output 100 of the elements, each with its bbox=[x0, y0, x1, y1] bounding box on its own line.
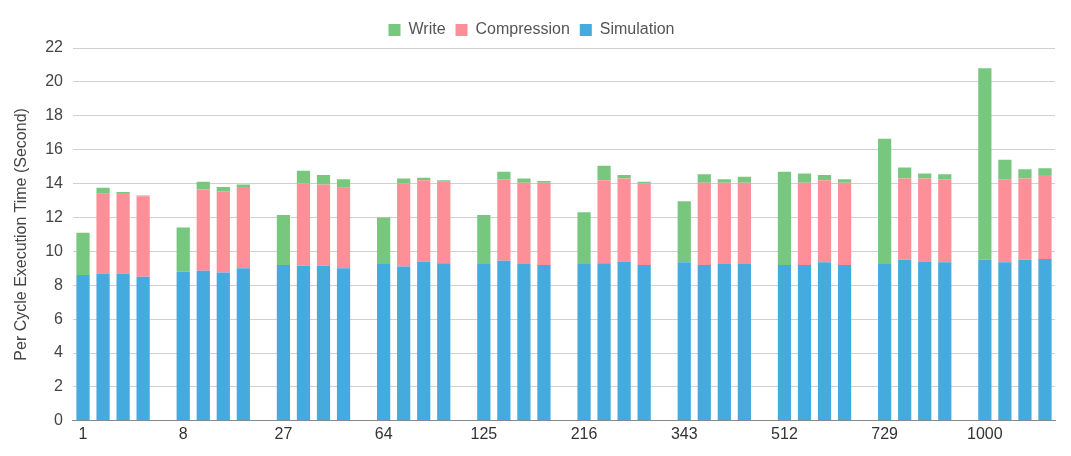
x-tick-label: 343 bbox=[670, 424, 698, 442]
bar bbox=[196, 270, 210, 421]
bar bbox=[737, 176, 751, 183]
bar bbox=[597, 165, 611, 181]
bar bbox=[837, 179, 852, 183]
bar bbox=[537, 182, 551, 265]
bar bbox=[717, 179, 731, 183]
bar bbox=[797, 264, 812, 421]
y-tick-label: 0 bbox=[54, 411, 64, 429]
bar bbox=[697, 264, 711, 421]
bar bbox=[116, 273, 130, 421]
bar bbox=[577, 263, 591, 421]
bar bbox=[397, 266, 411, 421]
y-tick-label: 16 bbox=[45, 140, 64, 158]
bar bbox=[236, 268, 250, 421]
y-tick-label: 20 bbox=[45, 72, 64, 90]
bar bbox=[336, 179, 351, 188]
bar bbox=[1018, 178, 1032, 260]
x-tick-label: 27 bbox=[274, 424, 293, 442]
bar bbox=[517, 264, 531, 421]
bar bbox=[216, 191, 230, 273]
bar bbox=[296, 265, 311, 421]
bar bbox=[797, 182, 812, 265]
bar bbox=[998, 179, 1012, 263]
y-tick-label: 14 bbox=[45, 173, 64, 191]
bar bbox=[837, 182, 852, 265]
bar bbox=[637, 264, 651, 421]
bar bbox=[96, 193, 110, 274]
bar bbox=[116, 192, 130, 274]
x-tick-label: 64 bbox=[374, 424, 393, 442]
bar bbox=[216, 272, 230, 421]
bar bbox=[136, 276, 150, 421]
bar bbox=[737, 182, 751, 265]
bar bbox=[817, 175, 832, 181]
bar bbox=[617, 261, 631, 421]
bar bbox=[677, 262, 691, 421]
bar bbox=[437, 263, 451, 421]
bar bbox=[296, 183, 311, 266]
bar bbox=[938, 174, 952, 180]
bar bbox=[336, 268, 351, 421]
bar bbox=[1018, 259, 1032, 421]
bar bbox=[497, 260, 511, 421]
bar bbox=[697, 182, 711, 265]
bar bbox=[918, 261, 932, 421]
bar bbox=[397, 183, 411, 267]
x-tick-label: 1000 bbox=[967, 424, 1003, 442]
bar bbox=[777, 264, 792, 421]
bar bbox=[96, 187, 110, 194]
x-tick-label: 512 bbox=[771, 424, 798, 442]
bar bbox=[998, 159, 1012, 180]
y-tick-label: 22 bbox=[45, 38, 64, 56]
bar bbox=[316, 184, 331, 266]
bar bbox=[196, 181, 210, 190]
bar bbox=[938, 179, 952, 263]
bar bbox=[336, 187, 351, 269]
bar bbox=[136, 196, 150, 277]
bar bbox=[196, 189, 210, 271]
bar bbox=[497, 179, 511, 261]
bar bbox=[898, 178, 912, 260]
bar bbox=[296, 170, 311, 184]
bar bbox=[236, 184, 250, 187]
bar bbox=[316, 175, 331, 185]
legend-label: Compression bbox=[475, 20, 570, 38]
bar bbox=[677, 201, 691, 263]
bar bbox=[176, 271, 190, 421]
bar bbox=[978, 259, 992, 421]
x-tick-label: 1 bbox=[78, 424, 88, 442]
bar bbox=[537, 264, 551, 421]
bar bbox=[477, 263, 491, 421]
y-tick-label: 12 bbox=[45, 207, 64, 225]
bar bbox=[597, 180, 611, 264]
bar bbox=[777, 171, 792, 265]
bar bbox=[938, 262, 952, 421]
bar bbox=[276, 264, 291, 421]
bar bbox=[517, 182, 531, 265]
bar bbox=[96, 273, 110, 421]
bar bbox=[1038, 258, 1052, 421]
y-tick-label: 2 bbox=[54, 377, 64, 395]
bar bbox=[276, 214, 291, 265]
bar bbox=[617, 178, 631, 262]
y-tick-label: 10 bbox=[45, 241, 64, 259]
bar bbox=[517, 178, 531, 183]
bar bbox=[76, 232, 90, 276]
bar bbox=[837, 264, 852, 421]
x-tick-label: 8 bbox=[178, 424, 188, 442]
bar bbox=[717, 182, 731, 265]
bar bbox=[236, 186, 250, 269]
legend-label: Simulation bbox=[599, 20, 675, 38]
y-tick-label: 6 bbox=[54, 309, 64, 327]
bar bbox=[637, 183, 651, 265]
bar bbox=[697, 174, 711, 183]
bar bbox=[437, 181, 451, 264]
legend-label: Write bbox=[408, 20, 446, 38]
bar bbox=[316, 265, 331, 421]
bar bbox=[216, 186, 230, 192]
bar bbox=[717, 264, 731, 421]
bar bbox=[377, 263, 391, 421]
bar bbox=[737, 264, 751, 421]
y-tick-label: 18 bbox=[45, 106, 64, 124]
bar bbox=[597, 263, 611, 421]
